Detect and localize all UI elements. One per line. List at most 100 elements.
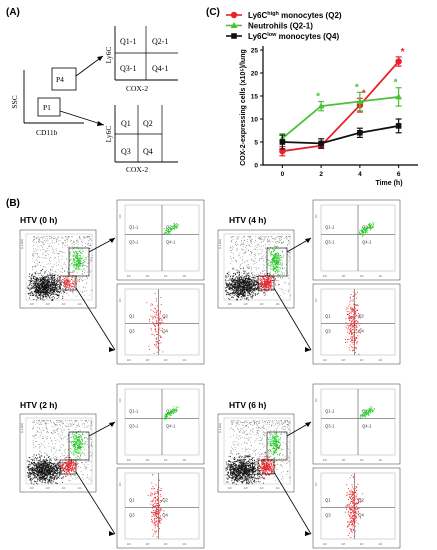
quadrant-frame	[116, 467, 205, 549]
quadrant-label: Q1	[129, 313, 135, 318]
y-tick-label: 25	[251, 48, 259, 55]
quadrant-y-tick: 10⁵	[118, 398, 122, 402]
quadrant-x-tick: 10²	[127, 358, 131, 362]
y-tick-label: 15	[251, 94, 259, 101]
y-tick-label: 20	[251, 71, 259, 78]
flow-panel-0: HTV (0 h) (x 1,000) 10² 10³ 10⁴ 10⁵ P4 Q1-1 Q2-1…	[19, 199, 205, 365]
quadrant-dots	[163, 222, 179, 235]
scatter-dots	[27, 420, 93, 485]
gate-p4-box	[68, 247, 90, 277]
quadrant-label: Q2	[358, 497, 364, 502]
quadrant-label: Q3-1	[325, 240, 335, 245]
gate-p4-box	[266, 431, 288, 461]
scatter-x-tick: 10³	[46, 486, 50, 490]
quadrant-plot-area	[124, 472, 200, 540]
lower-quadrant-plot: Q1 Q2 Q3 Q4 10⁵ 10² 10³ 10⁴ 10⁵	[116, 467, 205, 549]
scatter-plot-area	[223, 233, 291, 301]
scatter-x-tick: 10⁴	[62, 486, 66, 490]
y-tick-label: 0	[254, 163, 258, 170]
quadrant-x-tick: 10⁵	[183, 274, 187, 278]
arrow-p1-head	[97, 121, 104, 126]
gate-p4-box	[68, 431, 90, 461]
data-point	[356, 98, 364, 105]
series-line	[282, 125, 399, 145]
ssc-tick-label: (x 1,000)	[20, 239, 24, 249]
data-point	[395, 58, 402, 65]
quadrant-label: Q4	[162, 512, 168, 517]
scatter-frame	[217, 229, 295, 309]
upper-quad-q1: Q1-1	[120, 37, 136, 46]
series-line	[282, 60, 400, 153]
quadrant-label: Q4-1	[166, 240, 176, 245]
arrow-to-lower	[75, 287, 116, 351]
quadrant-frame	[312, 467, 401, 549]
x-tick-label: 6	[397, 171, 401, 178]
quadrant-x-tick: 10⁵	[379, 458, 383, 462]
scatter-x-tick: 10³	[46, 302, 50, 306]
gate-p1-box	[59, 459, 77, 475]
quadrant-dots	[147, 474, 165, 538]
quadrant-x-tick: 10³	[146, 358, 150, 362]
quadrant-x-tick: 10²	[323, 542, 327, 546]
significance-mark: *	[394, 78, 398, 89]
quadrant-label: Q3	[325, 512, 331, 517]
quadrant-x-tick: 10⁵	[379, 274, 383, 278]
quadrant-x-tick: 10³	[342, 458, 346, 462]
lower-quad-q3: Q3	[121, 147, 131, 156]
scatter-plot-area	[25, 233, 93, 301]
quadrant-label: Q4-1	[362, 424, 372, 429]
panel-b-letter: (B)	[6, 198, 20, 209]
significance-mark: *	[401, 47, 405, 58]
lower-quadrant-plot: Q1 Q2 Q3 Q4 10⁵ 10² 10³ 10⁴ 10⁵	[116, 283, 205, 365]
significance-mark: *	[355, 82, 359, 93]
series-1: ** *	[278, 78, 403, 144]
flow-panel-title: HTV (0 h)	[20, 215, 57, 225]
gate-p4-text: P4	[276, 261, 280, 265]
quadrant-x-tick: 10⁵	[183, 542, 187, 546]
quadrant-x-tick: 10³	[146, 458, 150, 462]
quadrant-y-tick: 10⁵	[314, 482, 318, 486]
y-tick-label: 10	[251, 117, 259, 124]
quadrant-plot-area	[124, 288, 200, 356]
scatter-x-tick: 10²	[30, 302, 34, 306]
arrow-to-lower	[273, 287, 312, 351]
quadrant-label: Q1-1	[129, 409, 139, 414]
arrow-p4	[75, 55, 104, 77]
quadrant-x-tick: 10⁴	[360, 458, 364, 462]
data-point	[279, 148, 286, 155]
lower-quad-q1: Q1	[121, 119, 131, 128]
quadrant-dots	[164, 406, 179, 421]
quadrant-label: Q3	[325, 328, 331, 333]
gate-p1-label: P1	[43, 103, 51, 112]
quadrant-frame	[116, 199, 205, 281]
legend-marker	[230, 11, 238, 19]
scatter-x-tick: 10⁴	[62, 302, 66, 306]
quadrant-label: Q1	[325, 313, 331, 318]
quadrant-label: Q1	[129, 497, 135, 502]
quadrant-y-tick: 10⁵	[314, 214, 318, 218]
arrow-p1	[59, 110, 105, 126]
quadrant-x-tick: 10⁴	[360, 274, 364, 278]
quadrant-x-tick: 10⁴	[164, 542, 168, 546]
arrow-to-lower-head	[305, 531, 311, 536]
quadrant-dots	[357, 406, 375, 419]
quadrant-dots	[359, 222, 375, 237]
gate-p4-label: P4	[56, 75, 64, 84]
quadrant-x-tick: 10⁴	[164, 274, 168, 278]
flow-panel-title: HTV (4 h)	[229, 215, 266, 225]
series-2	[279, 118, 402, 150]
gate-p4-text: P4	[78, 445, 82, 449]
significance-mark: *	[362, 88, 366, 99]
data-point	[395, 123, 402, 129]
legend-entry: Ly6Clow monocytes (Q4)	[248, 32, 339, 41]
y-tick-label: 5	[254, 140, 258, 147]
x-tick-label: 2	[319, 171, 323, 178]
quadrant-label: Q2	[358, 313, 364, 318]
quadrant-label: Q4	[358, 512, 364, 517]
quadrant-label: Q4	[358, 328, 364, 333]
arrow-to-lower-head	[109, 347, 115, 352]
quadrant-dots	[344, 474, 364, 538]
gate-p4-text: P4	[78, 261, 82, 265]
